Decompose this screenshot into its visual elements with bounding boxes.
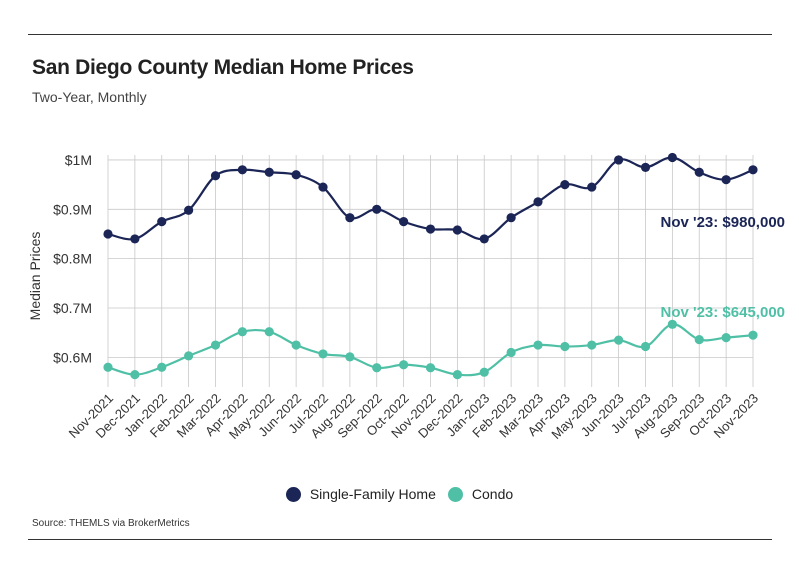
data-point-single-family — [721, 175, 731, 185]
data-point-single-family — [210, 171, 221, 181]
chart-legend: Single-Family Home Condo — [0, 486, 799, 502]
legend-swatch-condo — [447, 486, 463, 502]
data-point-single-family — [103, 229, 113, 239]
data-point-condo — [587, 340, 597, 350]
data-point-condo — [210, 340, 221, 350]
legend-label-single-family: Single-Family Home — [309, 486, 436, 502]
data-point-single-family — [318, 182, 328, 192]
data-point-single-family — [479, 234, 489, 244]
data-point-condo — [184, 351, 194, 361]
data-point-condo — [103, 362, 113, 372]
data-point-single-family — [372, 204, 382, 214]
source-note: Source: THEMLS via BrokerMetrics — [32, 518, 190, 529]
data-point-single-family — [291, 170, 301, 180]
data-point-condo — [345, 352, 355, 362]
data-point-condo — [425, 363, 436, 373]
data-point-condo — [291, 340, 301, 350]
legend-swatch-single-family — [285, 486, 301, 502]
data-point-single-family — [184, 205, 194, 215]
legend-item-single-family[interactable]: Single-Family Home — [285, 486, 436, 502]
data-point-single-family — [614, 155, 624, 165]
data-point-condo — [479, 367, 489, 377]
data-point-condo — [264, 327, 274, 337]
annotation-condo: Nov '23: $645,000 — [661, 304, 785, 321]
data-point-single-family — [667, 152, 677, 163]
y-axis-title: Median Prices — [27, 232, 43, 321]
bottom-rule — [28, 539, 772, 540]
data-point-single-family — [533, 197, 543, 207]
legend-label-condo: Condo — [471, 486, 514, 502]
chart-title: San Diego County Median Home Prices — [32, 56, 414, 79]
data-point-condo — [614, 335, 624, 345]
data-point-condo — [560, 341, 570, 352]
data-point-condo — [640, 341, 651, 352]
data-point-single-family — [425, 224, 436, 234]
data-point-condo — [318, 349, 328, 359]
data-point-single-family — [130, 234, 140, 244]
data-point-condo — [399, 360, 409, 370]
data-point-condo — [748, 330, 758, 340]
y-tick-label: $0.7M — [53, 300, 92, 316]
data-point-single-family — [345, 213, 355, 223]
data-point-single-family — [560, 180, 570, 190]
data-point-single-family — [399, 217, 409, 227]
data-point-single-family — [237, 165, 247, 175]
y-tick-label: $0.6M — [53, 349, 92, 365]
y-tick-label: $0.9M — [53, 201, 92, 217]
data-point-condo — [452, 370, 462, 380]
chart-subtitle: Two-Year, Monthly — [32, 89, 147, 105]
annotation-single-family: Nov '23: $980,000 — [661, 214, 785, 231]
data-point-single-family — [640, 162, 651, 172]
data-point-single-family — [587, 182, 597, 192]
data-point-condo — [721, 333, 731, 343]
data-point-single-family — [157, 217, 167, 227]
top-rule — [28, 34, 772, 35]
data-point-condo — [533, 340, 543, 350]
data-point-single-family — [748, 165, 758, 175]
data-point-single-family — [506, 213, 516, 223]
data-point-single-family — [694, 167, 704, 177]
data-point-condo — [237, 327, 247, 337]
y-tick-label: $0.8M — [53, 251, 92, 267]
data-point-condo — [667, 319, 677, 329]
data-point-single-family — [264, 167, 274, 177]
y-tick-label: $1M — [65, 152, 92, 168]
legend-item-condo[interactable]: Condo — [447, 486, 514, 502]
data-point-condo — [372, 363, 382, 373]
data-point-single-family — [452, 225, 462, 235]
data-point-condo — [157, 362, 167, 372]
data-point-condo — [506, 347, 516, 358]
data-point-condo — [694, 335, 704, 345]
data-point-condo — [130, 370, 140, 380]
